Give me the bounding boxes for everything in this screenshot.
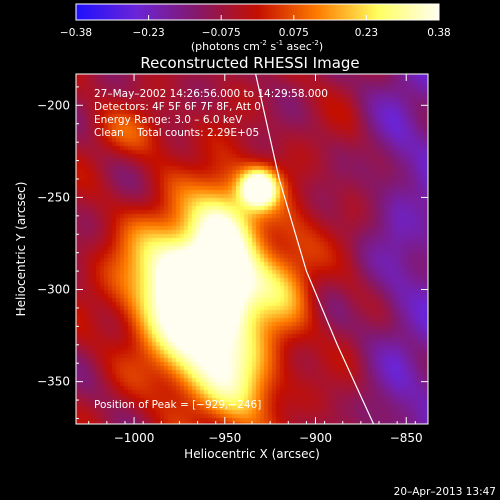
x-tick-label: −1000 [114, 431, 155, 445]
info-line-counts: Clean Total counts: 2.29E+05 [94, 127, 259, 139]
y-tick-label: −200 [37, 98, 70, 112]
y-tick-label: −250 [37, 190, 70, 204]
y-tick-label: −350 [37, 375, 70, 389]
chart-title: Reconstructed RHESSI Image [140, 54, 359, 72]
info-line-energy: Energy Range: 3.0 – 6.0 keV [94, 114, 243, 126]
colorbar-tick-label: 0.23 [355, 27, 378, 39]
colorbar-tick-label: −0.23 [133, 27, 165, 39]
solar-limb-curve [255, 73, 375, 425]
footer-timestamp: 20–Apr–2013 13:47 [394, 486, 496, 498]
observation-info: 27–May–2002 14:26:56.000 to 14:29:58.000… [94, 88, 328, 411]
colorbar-unit-label: (photons cm-2 s-1 asec-2) [191, 39, 323, 53]
y-tick-label: −300 [37, 283, 70, 297]
x-tick-label: −900 [299, 431, 332, 445]
info-line-time: 27–May–2002 14:26:56.000 to 14:29:58.000 [94, 88, 328, 100]
plot-area: −1000 −950 −900 −850 −200 −250 −300 −350 [37, 73, 429, 445]
x-tick-label: −950 [208, 431, 241, 445]
colorbar-tick-label: 0.38 [427, 27, 450, 39]
y-axis-label: Heliocentric Y (arcsec) [14, 182, 28, 317]
heatmap-frame [76, 74, 428, 424]
info-line-detectors: Detectors: 4F 5F 6F 7F 8F, Att 0 [94, 101, 261, 113]
colorbar: −0.38 −0.23 −0.075 0.075 0.23 0.38 (photons c… [60, 3, 451, 53]
x-tick-label: −850 [390, 431, 423, 445]
colorbar-ticks: −0.38 −0.23 −0.075 0.075 0.23 0.38 [60, 15, 451, 39]
peak-position-label: Position of Peak = [−929,−246] [94, 399, 261, 411]
colorbar-gradient [75, 3, 440, 21]
x-axis-label: Heliocentric X (arcsec) [184, 447, 320, 461]
colorbar-tick-label: −0.38 [60, 27, 92, 39]
colorbar-tick-label: −0.075 [202, 27, 241, 39]
colorbar-tick-label: 0.075 [279, 27, 309, 39]
axis-ticks: −1000 −950 −900 −850 −200 −250 −300 −350 [37, 74, 428, 445]
heatmap-raster [76, 74, 428, 424]
